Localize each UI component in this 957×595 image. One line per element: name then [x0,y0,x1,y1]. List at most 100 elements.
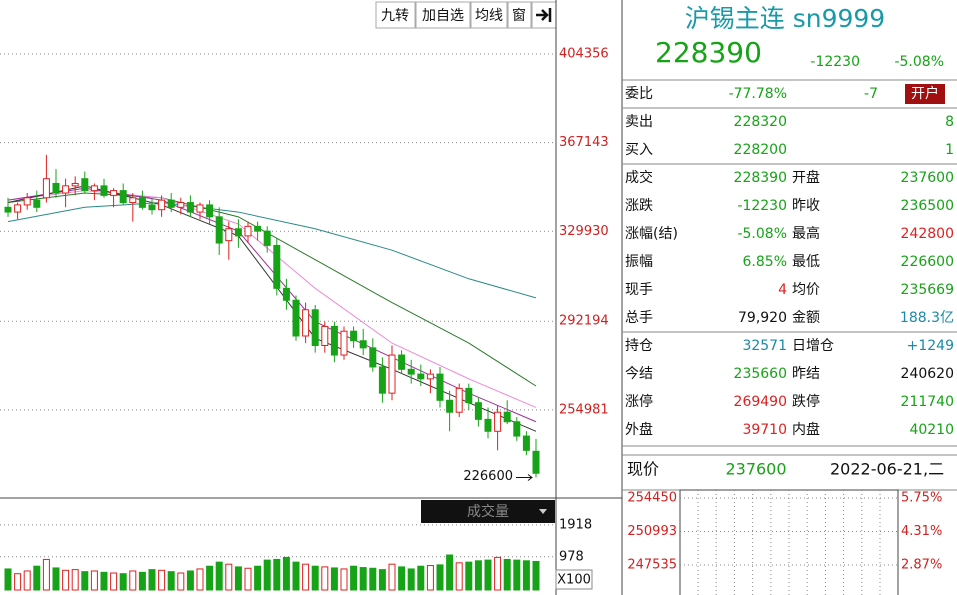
candle-body [234,228,242,237]
volume-bar [273,558,281,591]
volume-bar [350,565,358,591]
y-tick-label: 367143 [559,135,609,150]
toolbar-button[interactable] [415,1,471,29]
volume-bar [71,569,79,591]
candle-body [138,197,146,208]
candle-body [407,368,415,375]
volume-bar [513,559,521,591]
candle-body [90,185,98,192]
volume-bar [42,558,50,591]
quote-label: 买入 [625,142,653,158]
moving-average [7,202,537,299]
candle-body [522,435,530,451]
intraday-pct-tick: 4.31% [901,524,942,539]
quote-label: 最低 [792,254,820,270]
volume-bar [186,570,194,591]
candle-body [186,202,194,213]
toolbar-label[interactable]: 加自选 [422,8,464,24]
candle-body [494,411,502,432]
quote-label: 持仓 [625,338,653,354]
volume-bar [388,563,396,591]
quote-value: 6.85% [743,254,787,270]
quote-value: -12230 [737,198,787,214]
moving-average [7,192,537,387]
volume-bar [522,560,530,591]
volume-bar [100,571,108,591]
quote-value: -5.08% [737,226,787,242]
toolbar-button[interactable] [375,1,416,29]
candle-body [206,204,214,218]
candle-body [302,309,310,337]
candle-body [14,204,22,213]
volume-unit: X100 [557,573,591,588]
toolbar-button[interactable] [470,1,508,29]
intraday-price: 237600 [725,460,786,479]
quote-label: 最高 [792,225,820,242]
intraday-price-tick: 254450 [627,491,677,506]
quote-value: 269490 [734,394,787,410]
quote-value: 228320 [734,114,787,130]
candle-body [321,325,329,347]
candle-body [311,309,319,347]
candle-body [158,199,166,211]
volume-bar [119,573,127,591]
volume-bar [52,567,60,591]
y-tick-label: 329930 [559,224,609,239]
toolbar: 九转 加自选 均线 窗 [375,1,557,29]
volume-bar [446,554,454,591]
volume-bar [158,569,166,591]
toolbar-label[interactable]: 均线 [475,8,503,24]
quote-label: 现手 [625,282,653,298]
quote-label: 总手 [625,310,653,326]
volume-bar [177,572,185,591]
candle-body [340,330,348,356]
toolbar-label[interactable]: 窗 [512,7,526,24]
quote-value: 211740 [901,394,954,410]
volume-tick-label: 978 [559,549,584,564]
quote-value: 235660 [734,366,787,382]
quote-value: 32571 [742,338,787,354]
candle-body [465,387,473,404]
quote-label: 日增仓 [792,338,834,354]
volume-bar [369,567,377,591]
quote-value: 240620 [901,366,954,382]
candle-body [4,206,12,213]
candle-body [513,421,521,437]
candle-body [388,354,396,394]
candle-body [503,411,511,423]
quote-label: 涨幅(结) [625,226,678,242]
quote-value: 236500 [901,198,954,214]
toolbar-label[interactable]: 九转 [381,8,409,24]
unit-box [555,569,593,590]
price-change-pct: -5.08% [894,54,944,70]
expand-icon [536,8,552,22]
quote-label: 卖出 [625,114,653,130]
volume-bar [340,568,348,591]
volume-bar [254,565,262,591]
candle-body [474,402,482,420]
open-account-label[interactable]: 开户 [911,85,939,102]
volume-bar [23,570,31,591]
volume-bar [436,564,444,591]
quote-value: 228390 [734,170,787,186]
volume-bar [33,565,41,591]
quote-value: 226600 [901,254,954,270]
volume-bar [455,562,463,591]
candle-body [119,190,127,204]
candle-body [225,228,233,242]
quote-label: 昨收 [792,198,820,214]
candle-body [42,178,50,199]
volume-bar [129,570,137,591]
volume-bar [90,570,98,591]
toolbar-button[interactable] [507,1,532,29]
dropdown-arrow [539,509,547,514]
candle-body [446,399,454,413]
volume-title[interactable]: 成交量 [467,503,509,520]
candle-body [196,204,204,213]
intraday-pct-tick: 2.87% [901,558,942,573]
volume-bar [302,563,310,591]
quote-value: 237600 [901,170,954,186]
open-account-button[interactable] [905,84,945,104]
quote-value: +1249 [907,338,954,354]
volume-dropdown[interactable] [421,500,555,523]
